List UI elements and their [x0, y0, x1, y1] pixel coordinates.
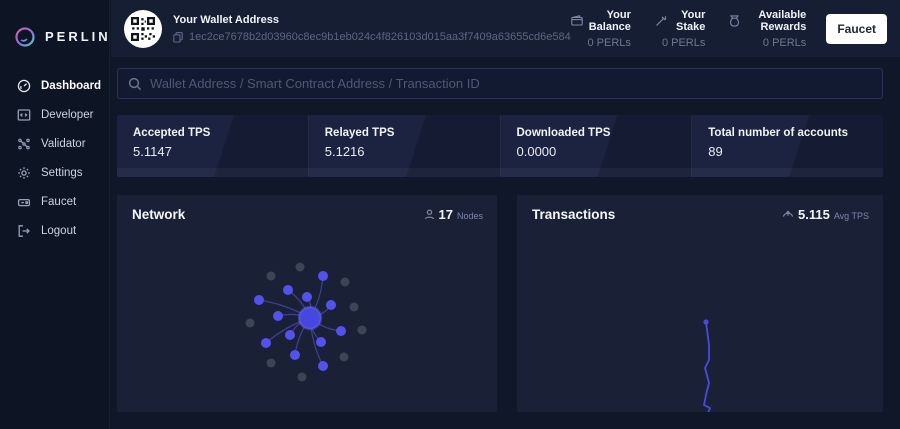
network-graph[interactable]: [117, 195, 497, 412]
sidebar-item-label: Faucet: [41, 195, 77, 208]
header-metrics: Your Balance 0 PERLs Your Stake 0 PERLs: [570, 8, 806, 49]
copy-icon[interactable]: [173, 31, 183, 43]
sidebar-item-developer[interactable]: Developer: [0, 100, 109, 129]
metric-label: Your Balance: [588, 8, 631, 33]
stake-icon: [655, 15, 667, 27]
node-count-unit: Nodes: [456, 211, 483, 221]
stat-relayed-tps: Relayed TPS 5.1216: [307, 115, 500, 177]
stat-value: 5.1147: [133, 144, 172, 159]
wallet-address-row: 1ec2ce7678b2d03960c8ec9b1eb024c4f826103d…: [173, 31, 571, 43]
search-input[interactable]: [150, 76, 872, 91]
wallet-icon: [570, 15, 583, 26]
sidebar-item-label: Developer: [41, 108, 94, 121]
metric-label: Available Rewards: [758, 8, 807, 33]
dashboard-icon: [17, 79, 31, 93]
stat-value: 5.1216: [324, 144, 365, 159]
transactions-panel-title: Transactions: [532, 207, 616, 222]
metric-value: 0 PERLs: [762, 36, 807, 49]
transactions-chart[interactable]: [517, 195, 883, 412]
network-panel: Network 17 Nodes: [117, 195, 497, 412]
sidebar-item-label: Validator: [41, 137, 86, 150]
sidebar: PERLIN Dashboard Developer: [0, 0, 110, 429]
stats-bar: Accepted TPS 5.1147 Relayed TPS 5.1216 D…: [117, 115, 883, 177]
metric-label: Your Stake: [676, 8, 706, 33]
stat-label: Downloaded TPS: [516, 127, 611, 139]
perlin-logo-icon: [13, 25, 37, 49]
stat-label: Relayed TPS: [324, 127, 395, 139]
network-node-count: 17 Nodes: [424, 207, 483, 222]
node-count-value: 17: [438, 207, 453, 222]
sidebar-nav: Dashboard Developer Validator: [0, 71, 109, 245]
stat-value: 0.0000: [516, 144, 557, 159]
stat-total-accounts: Total number of accounts 89: [691, 115, 883, 177]
avg-tps-unit: Avg TPS: [833, 211, 869, 221]
stat-value: 89: [708, 144, 723, 159]
faucet-icon: [17, 195, 31, 209]
network-panel-title: Network: [132, 207, 186, 222]
sidebar-item-faucet[interactable]: Faucet: [0, 187, 109, 216]
metric-rewards: Available Rewards 0 PERLs: [729, 9, 806, 49]
stat-label: Accepted TPS: [133, 127, 211, 139]
stat-label: Total number of accounts: [708, 127, 848, 139]
wallet-label: Your Wallet Address: [173, 14, 279, 26]
sidebar-item-dashboard[interactable]: Dashboard: [0, 71, 109, 100]
wallet-address[interactable]: 1ec2ce7678b2d03960c8ec9b1eb024c4f826103d…: [189, 31, 571, 43]
stat-accepted-tps: Accepted TPS 5.1147: [117, 115, 308, 177]
avg-tps-value: 5.115: [797, 207, 830, 222]
metric-balance: Your Balance 0 PERLs: [570, 8, 631, 49]
search-icon: [128, 77, 142, 91]
rewards-icon: [729, 14, 740, 27]
top-header: Your Wallet Address 1ec2ce7678b2d03960c8…: [111, 0, 900, 57]
transactions-avg-tps: 5.115 Avg TPS: [782, 207, 869, 222]
faucet-button[interactable]: Faucet: [826, 13, 887, 44]
tps-icon: [782, 209, 794, 220]
brand: PERLIN: [0, 0, 109, 57]
metric-value: 0 PERLs: [661, 36, 706, 49]
developer-icon: [17, 108, 31, 122]
sidebar-item-label: Dashboard: [41, 79, 102, 92]
sidebar-item-label: Settings: [41, 166, 83, 179]
wallet-info: Your Wallet Address 1ec2ce7678b2d03960c8…: [173, 14, 571, 43]
brand-name: PERLIN: [45, 29, 111, 44]
wallet-qr-code[interactable]: [124, 9, 162, 48]
node-icon: [424, 209, 435, 220]
search-bar: [117, 68, 883, 99]
qr-code-icon: [131, 16, 155, 41]
metric-value: 0 PERLs: [587, 36, 631, 49]
sidebar-item-validator[interactable]: Validator: [0, 129, 109, 158]
validator-icon: [17, 137, 31, 151]
sidebar-item-logout[interactable]: Logout: [0, 216, 109, 245]
sidebar-item-settings[interactable]: Settings: [0, 158, 109, 187]
logout-icon: [17, 224, 31, 238]
transactions-panel: Transactions 5.115 Avg TPS: [517, 195, 883, 412]
sidebar-item-label: Logout: [41, 224, 77, 237]
settings-icon: [17, 166, 31, 180]
stat-downloaded-tps: Downloaded TPS 0.0000: [499, 115, 692, 177]
metric-stake: Your Stake 0 PERLs: [655, 9, 705, 49]
